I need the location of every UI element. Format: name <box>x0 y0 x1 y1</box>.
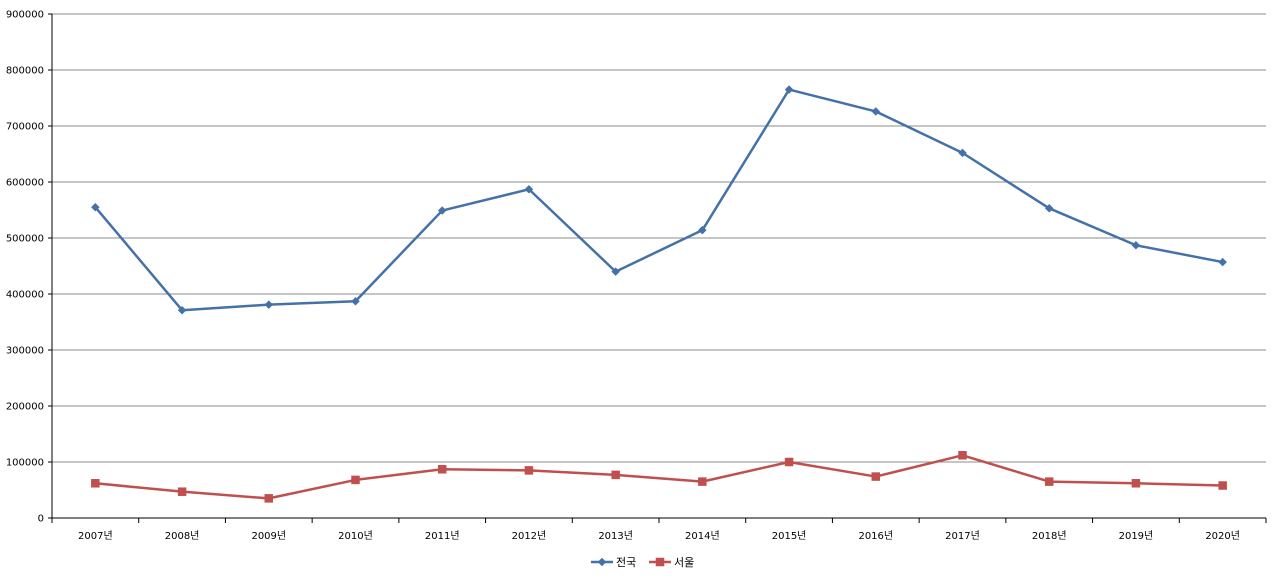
x-tick-label: 2013년 <box>598 530 633 542</box>
x-tick-label: 2010년 <box>338 530 373 542</box>
x-axis-ticks: 2007년 2008년 2009년 2010년 2011년 2012년 2013년 2014년… <box>78 530 1240 542</box>
x-tick-label: 2014년 <box>685 530 720 542</box>
legend-item: 서울 <box>649 556 694 569</box>
data-point <box>1131 240 1141 250</box>
data-point <box>784 85 794 94</box>
data-point <box>524 184 534 194</box>
legend-marker <box>597 557 607 567</box>
data-point <box>611 267 620 276</box>
x-tick-label: 2012년 <box>512 530 547 542</box>
y-tick-label: 100000 <box>6 458 44 469</box>
x-tick-label: 2019년 <box>1119 530 1154 542</box>
y-tick-label: 500000 <box>6 234 44 245</box>
data-point <box>1044 477 1054 486</box>
x-tick-label: 2015년 <box>772 530 807 542</box>
y-tick-label: 800000 <box>6 66 44 77</box>
data-point <box>611 470 620 480</box>
data-point <box>177 305 187 315</box>
data-point <box>784 457 794 467</box>
x-tick-label: 2011년 <box>425 530 460 542</box>
data-point <box>351 475 360 485</box>
x-tick-label: 2020년 <box>1205 530 1240 542</box>
data-point <box>1044 203 1054 213</box>
data-point <box>871 472 881 481</box>
y-tick-label: 600000 <box>6 178 44 189</box>
legend-label: 전국 <box>616 556 636 569</box>
series-nationwide <box>91 85 1227 315</box>
x-tick-label: 2017년 <box>945 530 980 542</box>
data-point <box>437 465 447 474</box>
data-point <box>698 225 707 235</box>
data-point <box>351 296 360 306</box>
data-point <box>437 206 447 215</box>
y-tick-label: 700000 <box>6 122 44 133</box>
data-point <box>1218 257 1227 267</box>
axes <box>48 13 1267 523</box>
grid-lines <box>52 13 1266 463</box>
data-point <box>1218 481 1227 490</box>
data-point <box>177 487 187 496</box>
data-point <box>958 451 967 460</box>
data-point <box>91 479 100 488</box>
series-line <box>94 88 1223 312</box>
y-axis-ticks: 0 100000 200000 300000 400000 500000 600000 700… <box>6 10 44 525</box>
x-tick-label: 2009년 <box>251 530 286 542</box>
series-seoul <box>91 451 1227 503</box>
series-line <box>95 454 1223 500</box>
series-lines <box>91 85 1227 503</box>
y-tick-label: 200000 <box>6 402 44 413</box>
y-tick-label: 900000 <box>6 10 44 21</box>
x-tick-label: 2018년 <box>1032 530 1067 542</box>
y-tick-label: 300000 <box>6 346 44 357</box>
data-point <box>524 466 534 475</box>
legend-item: 전국 <box>591 556 636 569</box>
data-point <box>91 202 100 212</box>
data-point <box>264 494 274 503</box>
legend-marker <box>655 557 665 567</box>
y-tick-label: 0 <box>38 514 44 525</box>
data-point <box>264 300 274 309</box>
x-tick-label: 2007년 <box>78 530 113 542</box>
data-point <box>871 107 881 116</box>
x-tick-label: 2008년 <box>165 530 200 542</box>
x-tick-label: 2016년 <box>858 530 893 542</box>
data-point <box>698 477 707 486</box>
legend: 전국 서울 <box>591 556 694 569</box>
data-point <box>958 148 967 158</box>
y-tick-label: 400000 <box>6 290 44 301</box>
legend-label: 서울 <box>674 556 694 569</box>
data-point <box>1131 479 1141 488</box>
